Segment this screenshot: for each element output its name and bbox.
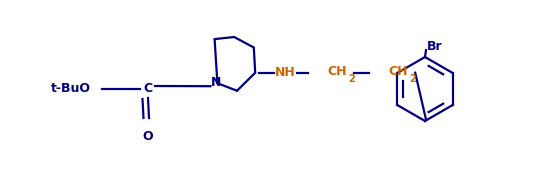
- Text: 2: 2: [409, 74, 416, 84]
- Text: CH: CH: [389, 65, 408, 78]
- Text: C: C: [143, 82, 153, 96]
- Text: O: O: [143, 130, 153, 142]
- Text: CH: CH: [327, 65, 347, 78]
- Text: Br: Br: [427, 39, 442, 53]
- Text: NH: NH: [275, 66, 295, 79]
- Text: t-BuO: t-BuO: [51, 82, 91, 96]
- Text: 2: 2: [348, 74, 355, 84]
- Text: N: N: [211, 76, 222, 89]
